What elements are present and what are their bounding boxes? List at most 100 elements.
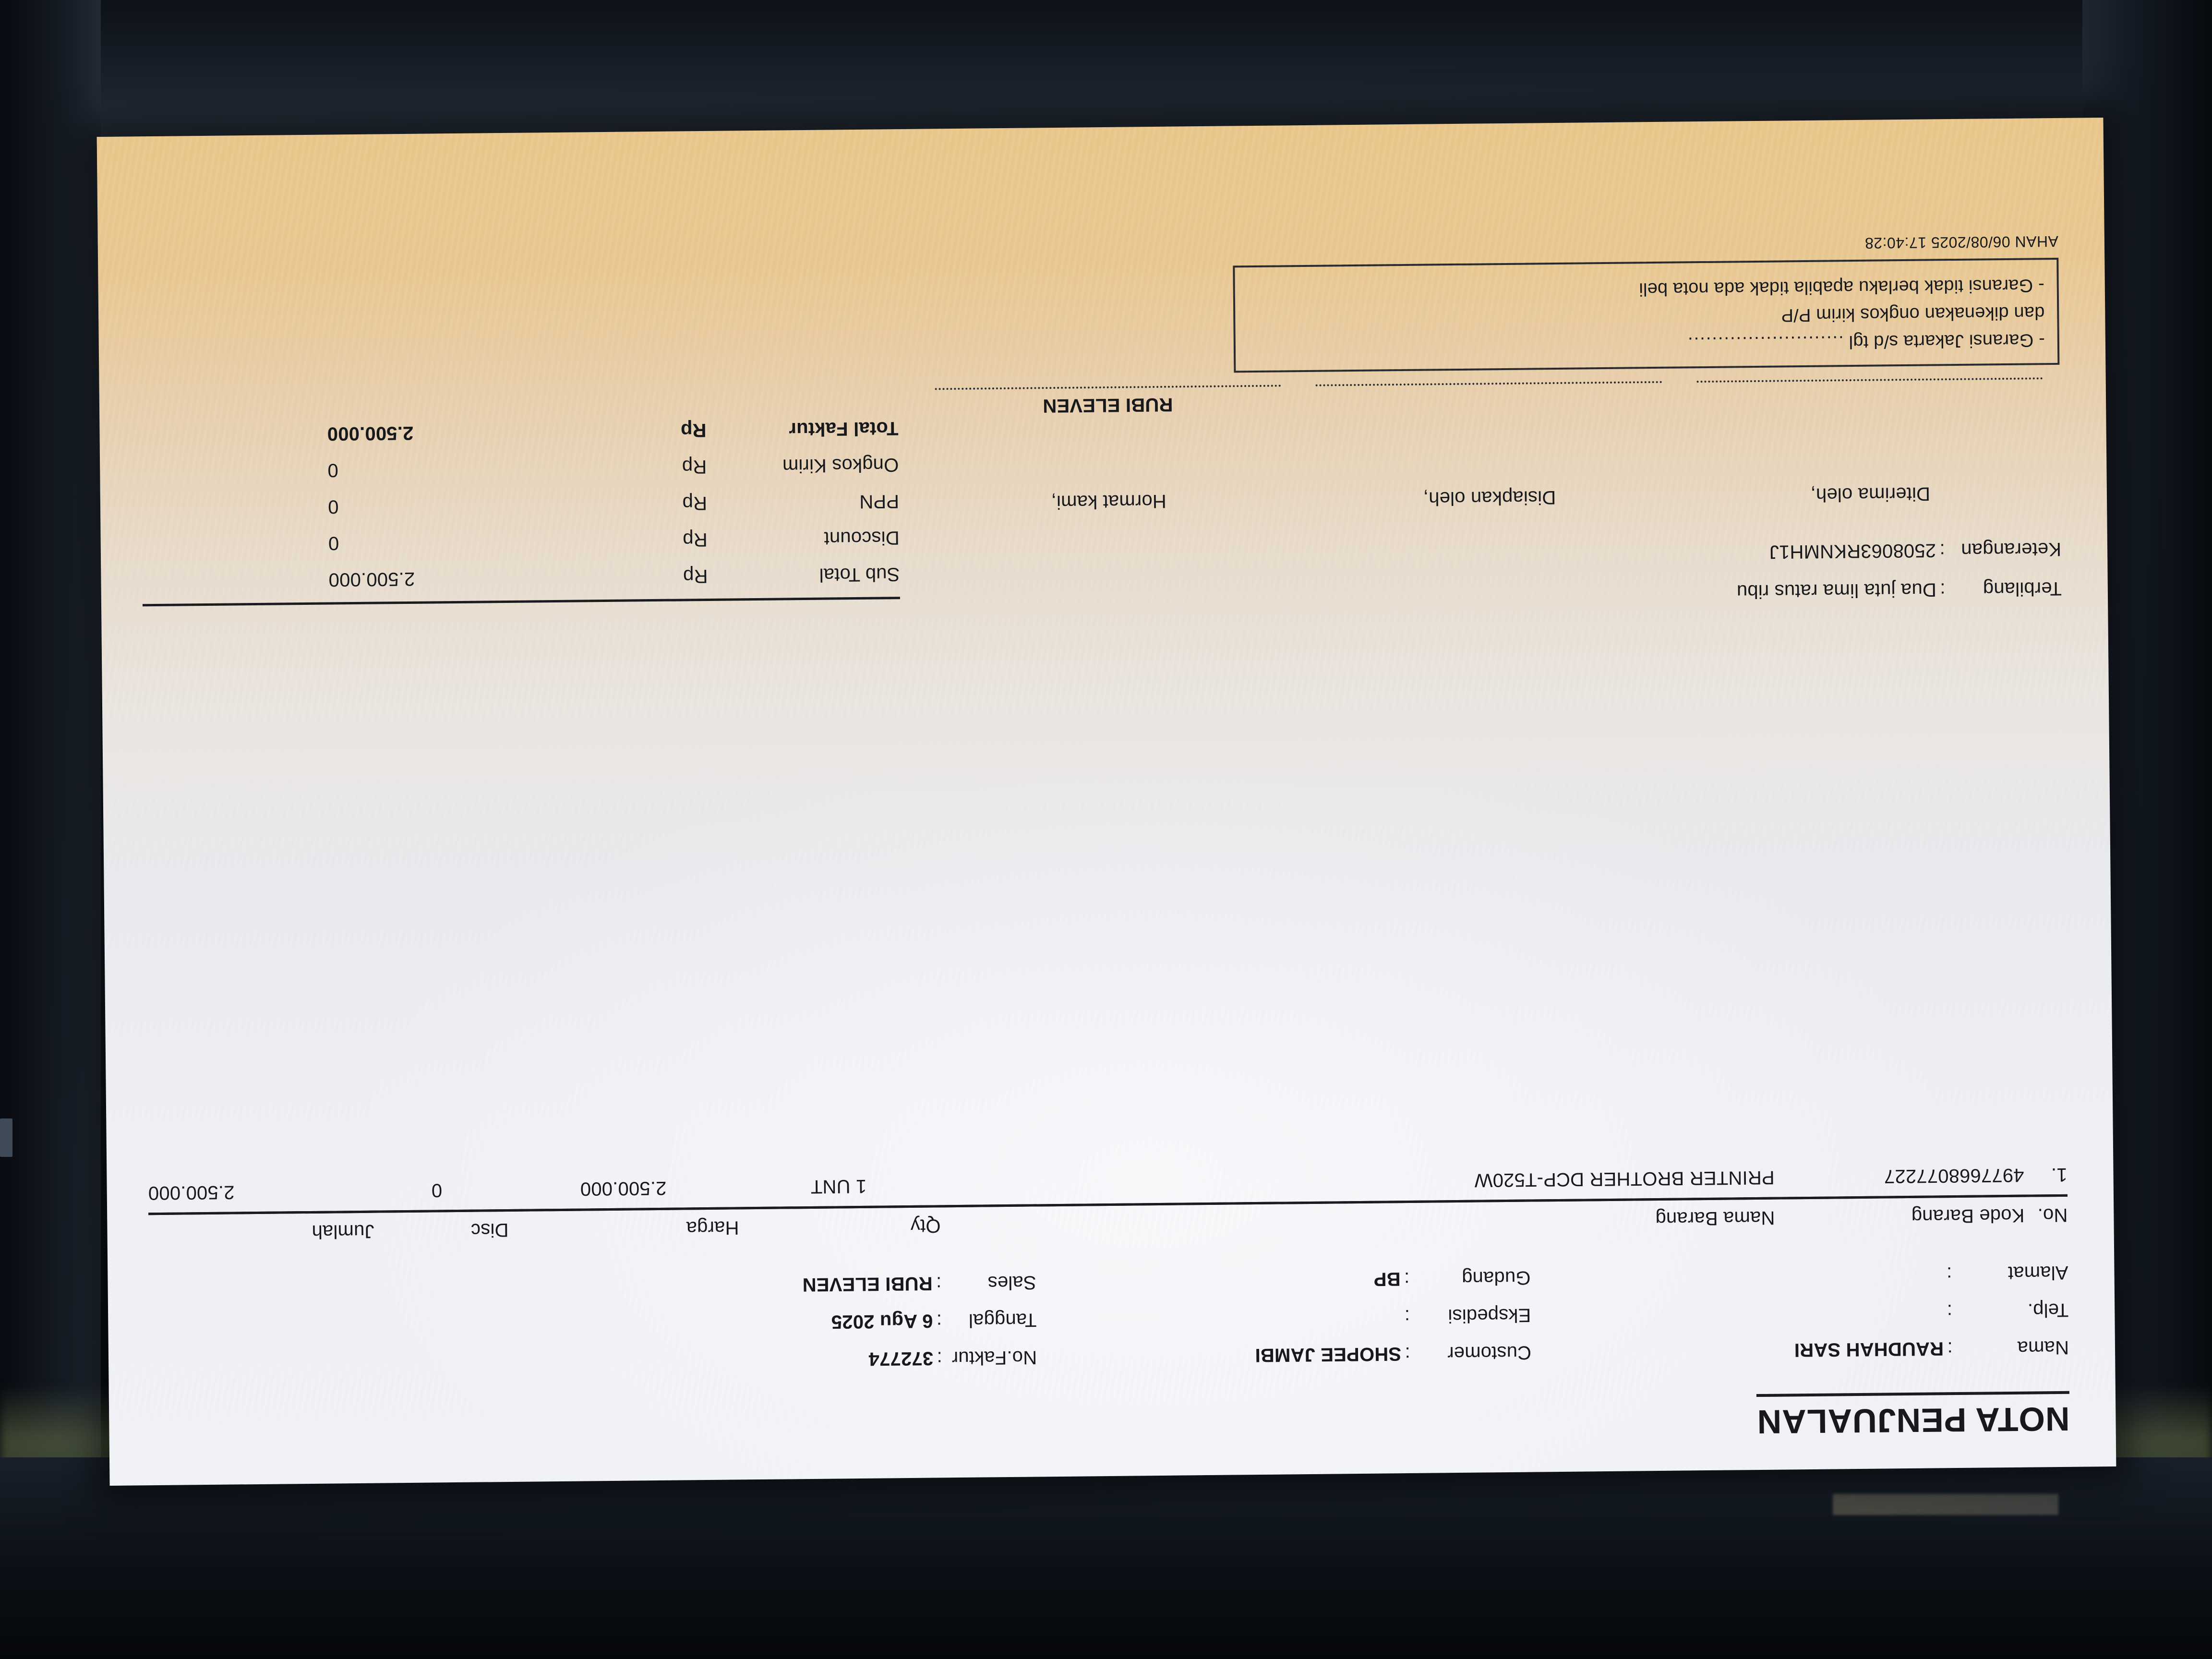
field-customer-label: Customer — [1447, 1342, 1532, 1364]
bezel-bottom — [0, 1457, 2212, 1659]
header-column-invoice: No.Faktur : 372774 Tanggal : 6 Agu 2025 … — [149, 1257, 1037, 1378]
field-telp: Telp. : — [1545, 1285, 2069, 1327]
field-gudang-value: BP — [1373, 1268, 1401, 1290]
warranty-line-1-text: - Garansi Jakarta s/d tgl — [1849, 330, 2045, 352]
field-alamat: Alamat : — [1545, 1247, 2068, 1289]
column-header-kode: Kode Barang — [1774, 1196, 2025, 1231]
field-customer: Customer : SHOPEE JAMBI — [1051, 1327, 1532, 1370]
field-nama-colon: : — [1947, 1338, 1953, 1359]
field-nama-value: RAUDHAH SARI — [1794, 1338, 1944, 1361]
signature-hormat-kami: Hormat kami, RUBI ELEVEN — [917, 385, 1299, 516]
total-ppn-currency: Rp — [682, 492, 708, 514]
field-ekspedisi-colon: : — [1404, 1306, 1410, 1327]
cell-harga: 2.500.000 — [580, 1178, 667, 1200]
signature-disiapkan-label: Disiapkan oleh, — [1423, 487, 1556, 509]
total-discount-value: 0 — [328, 532, 339, 554]
total-faktur-currency: Rp — [680, 419, 707, 441]
total-faktur-value: 2.500.000 — [327, 422, 414, 445]
signature-disiapkan: Disiapkan oleh, — [1298, 381, 1680, 512]
column-header-qty: Qty — [739, 1206, 941, 1241]
signature-block: Diterima oleh, Disiapkan oleh, Hormat ka — [917, 377, 2061, 516]
header-column-customer: Nama : RAUDHAH SARI Telp. : Alamat : — [1545, 1247, 2069, 1364]
field-alamat-colon: : — [1946, 1263, 1952, 1285]
total-faktur-label: Total Faktur — [788, 418, 899, 440]
cell-kode: 4977668077227 — [1884, 1164, 2024, 1187]
column-header-disc: Disc — [374, 1210, 509, 1245]
field-keterangan-colon: : — [1939, 540, 1945, 561]
warranty-line-1-dots: .......................... — [1687, 332, 1844, 354]
field-terbilang-label: Terbilang — [1983, 577, 2062, 600]
cell-nama: PRINTER BROTHER DCP-T520W — [1474, 1166, 1775, 1191]
blurred-label-strip — [1833, 1494, 2058, 1515]
field-customer-colon: : — [1405, 1343, 1410, 1365]
column-header-harga: Harga — [508, 1208, 739, 1243]
bezel-left — [0, 0, 101, 1659]
terbilang-block: Terbilang : Dua juta lima ratus ribu Ket… — [919, 522, 2062, 612]
field-sales-colon: : — [936, 1273, 942, 1294]
invoice-paper: NOTA PENJUALAN Nama : RAUDHAH SARI Telp.… — [96, 118, 2116, 1486]
total-ppn-value: 0 — [327, 496, 339, 517]
field-ekspedisi-value — [1051, 1310, 1401, 1314]
field-nama: Nama : RAUDHAH SARI — [1546, 1322, 2069, 1364]
field-terbilang-colon: : — [1939, 579, 1946, 601]
total-row-ongkos-kirim: Ongkos Kirim Rp 0 — [327, 440, 899, 482]
field-gudang-label: Gudang — [1461, 1267, 1531, 1289]
total-sub-total-value: 2.500.000 — [328, 568, 415, 590]
cell-jumlah: 2.500.000 — [148, 1181, 235, 1204]
cell-disc: 0 — [431, 1179, 443, 1201]
print-stamp: AHAN 06/08/2025 17:40:28 — [1864, 232, 2059, 252]
field-terbilang-value: Dua juta lima ratus ribu — [1736, 579, 1937, 602]
field-sales-label: Sales — [987, 1272, 1036, 1294]
total-row-ppn: PPN Rp 0 — [328, 477, 900, 518]
signature-diterima: Diterima oleh, — [1679, 377, 2061, 508]
signature-diterima-name — [1679, 383, 2060, 412]
total-ppn-label: PPN — [859, 491, 900, 512]
column-header-jumlah: Jumlah — [148, 1212, 374, 1247]
signature-hormat-kami-name: RUBI ELEVEN — [1042, 394, 1173, 417]
cell-no: 1. — [2051, 1164, 2068, 1186]
field-no-faktur-value: 372774 — [868, 1347, 934, 1370]
total-row-discount: Discount Rp 0 — [328, 513, 900, 555]
total-row-sub-total: Sub Total Rp 2.500.000 — [328, 550, 900, 591]
summary-totals-column: Sub Total Rp 2.500.000 Discount Rp 0 PPN — [139, 242, 900, 619]
field-alamat-label: Alamat — [2008, 1262, 2068, 1284]
field-tanggal-label: Tanggal — [968, 1309, 1037, 1332]
total-ongkos-kirim-value: 0 — [327, 459, 338, 481]
total-discount-label: Discount — [824, 527, 900, 549]
warranty-notice-box: - Garansi Jakarta s/d tgl ..............… — [1233, 257, 2060, 373]
field-ekspedisi-label: Ekspedisi — [1448, 1304, 1531, 1327]
total-ongkos-kirim-currency: Rp — [682, 456, 707, 478]
signature-diterima-label: Diterima oleh, — [1810, 483, 1931, 505]
field-customer-value: SHOPEE JAMBI — [1255, 1343, 1402, 1366]
signature-hormat-kami-label: Hormat kami, — [1051, 490, 1167, 513]
field-no-faktur-label: No.Faktur — [951, 1346, 1037, 1369]
total-sub-total-label: Sub Total — [819, 564, 900, 586]
field-nama-label: Nama — [2017, 1337, 2069, 1359]
signature-disiapkan-name — [1298, 386, 1679, 415]
totals-list: Sub Total Rp 2.500.000 Discount Rp 0 PPN — [141, 404, 900, 593]
total-ongkos-kirim-label: Ongkos Kirim — [782, 454, 899, 477]
field-ekspedisi: Ekspedisi : — [1051, 1290, 1531, 1332]
invoice-header-fields: Nama : RAUDHAH SARI Telp. : Alamat : — [149, 1247, 2069, 1378]
items-table: No. Kode Barang Nama Barang Qty Harga Di… — [148, 1157, 2068, 1247]
field-tanggal-colon: : — [936, 1310, 942, 1332]
summary-notes-column: Terbilang : Dua juta lima ratus ribu Ket… — [897, 231, 2062, 612]
signature-hormat-kami-line — [934, 385, 1281, 390]
field-telp-label: Telp. — [2027, 1299, 2069, 1322]
field-gudang-colon: : — [1404, 1268, 1410, 1290]
column-header-no: No. — [2024, 1195, 2068, 1229]
field-no-faktur-colon: : — [937, 1347, 942, 1369]
field-telp-value — [1545, 1305, 1943, 1309]
field-telp-colon: : — [1947, 1300, 1953, 1322]
cell-qty: 1 UNT — [810, 1176, 867, 1198]
edge-marker — [0, 1118, 12, 1157]
signature-disiapkan-line — [1315, 381, 1662, 386]
totals-divider — [142, 597, 900, 607]
invoice-paper-wrapper: NOTA PENJUALAN Nama : RAUDHAH SARI Telp.… — [96, 118, 2116, 1486]
field-gudang: Gudang : BP — [1050, 1252, 1531, 1295]
total-sub-total-currency: Rp — [683, 565, 708, 587]
field-alamat-value — [1545, 1268, 1943, 1272]
invoice-summary-section: Terbilang : Dua juta lima ratus ribu Ket… — [139, 231, 2062, 619]
total-row-total-faktur: Total Faktur Rp 2.500.000 — [327, 404, 899, 445]
